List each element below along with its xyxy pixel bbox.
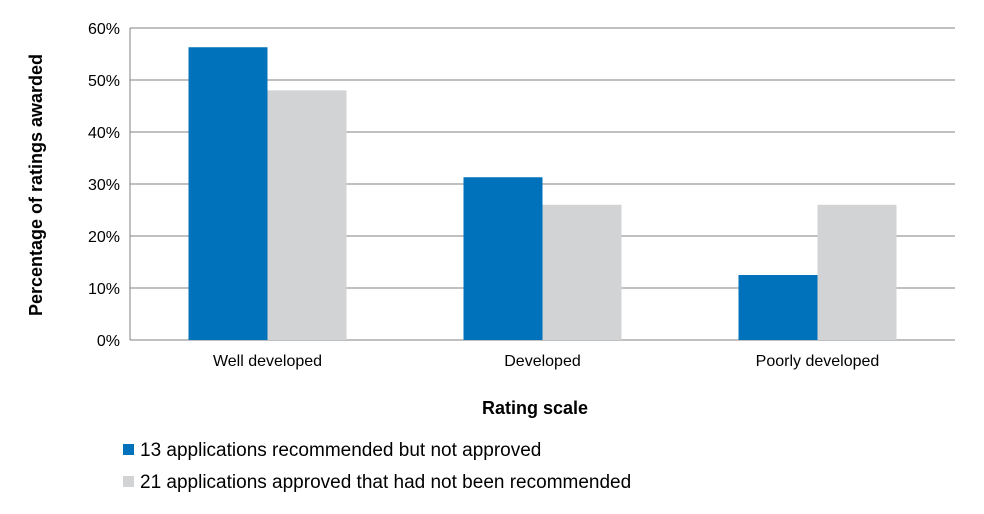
y-tick-label: 20% [88,229,120,246]
legend-label: 13 applications recommended but not appr… [140,440,541,461]
y-tick-labels: 0% 10% 20% 30% 40% 50% 60% [88,21,120,350]
legend-label: 21 applications approved that had not be… [140,472,631,493]
bar [738,275,818,340]
bar [817,204,897,340]
bar [188,47,268,341]
y-tick-label: 10% [88,281,120,298]
bar [542,204,622,340]
y-axis-title: Percentage of ratings awarded [26,54,46,316]
bars [188,47,897,341]
y-tick-label: 30% [88,177,120,194]
x-tick-label: Well developed [213,353,322,370]
x-tick-label: Poorly developed [756,353,880,370]
bar [267,90,347,341]
x-tick-labels: Well developed Developed Poorly developed [213,353,879,370]
y-tick-label: 50% [88,73,120,90]
y-tick-label: 0% [97,333,120,350]
x-tick-label: Developed [504,353,581,370]
x-axis-title: Rating scale [482,398,588,418]
legend-swatch [123,476,134,487]
legend-swatch [123,444,134,455]
legend: 13 applications recommended but not appr… [123,440,631,493]
y-tick-label: 60% [88,21,120,38]
y-tick-label: 40% [88,125,120,142]
bar [463,177,543,340]
